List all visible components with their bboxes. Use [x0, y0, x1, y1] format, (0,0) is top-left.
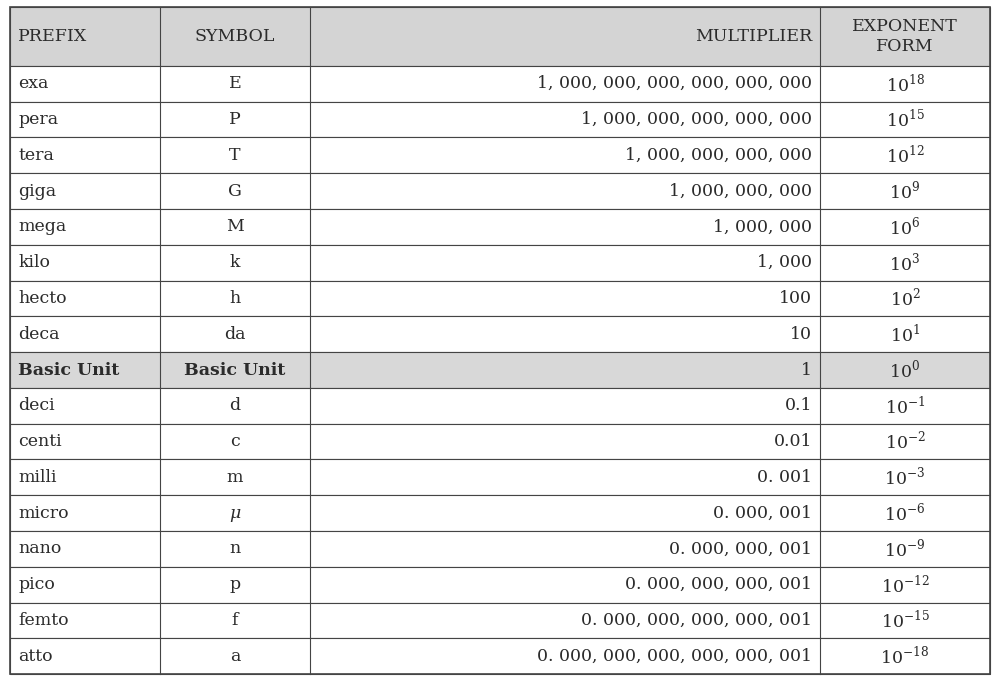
Text: pera: pera — [18, 111, 58, 128]
Text: μ: μ — [229, 505, 241, 522]
Text: EXPONENT
FORM: EXPONENT FORM — [852, 18, 958, 54]
Text: T: T — [229, 147, 241, 164]
Text: k: k — [230, 254, 240, 271]
Text: Basic Unit: Basic Unit — [18, 362, 119, 379]
Bar — [10, 173, 990, 209]
Bar — [10, 638, 990, 674]
Text: kilo: kilo — [18, 254, 50, 271]
Text: E: E — [229, 75, 241, 92]
Text: $\mathregular{10}^{\mathregular{1}}$: $\mathregular{10}^{\mathregular{1}}$ — [890, 323, 920, 345]
Bar — [10, 66, 990, 101]
Text: 100: 100 — [779, 290, 812, 307]
Text: milli: milli — [18, 469, 56, 486]
Text: P: P — [229, 111, 241, 128]
Text: $\mathregular{10}^{\mathregular{-3}}$: $\mathregular{10}^{\mathregular{-3}}$ — [884, 466, 926, 489]
Text: 1, 000, 000, 000, 000, 000, 000: 1, 000, 000, 000, 000, 000, 000 — [537, 75, 812, 92]
Text: n: n — [229, 541, 241, 558]
Text: 1, 000, 000: 1, 000, 000 — [713, 219, 812, 236]
Text: 0. 000, 001: 0. 000, 001 — [713, 505, 812, 522]
Bar — [10, 138, 990, 173]
Text: 0. 001: 0. 001 — [757, 469, 812, 486]
Text: h: h — [229, 290, 241, 307]
Text: G: G — [228, 183, 242, 200]
Text: $\mathregular{10}^{\mathregular{-2}}$: $\mathregular{10}^{\mathregular{-2}}$ — [885, 430, 925, 453]
Bar — [10, 388, 990, 424]
Text: micro: micro — [18, 505, 69, 522]
Bar — [10, 209, 990, 244]
Text: $\mathregular{10}^{\mathregular{2}}$: $\mathregular{10}^{\mathregular{2}}$ — [890, 287, 920, 310]
Text: giga: giga — [18, 183, 56, 200]
Text: 0. 000, 000, 000, 001: 0. 000, 000, 000, 001 — [625, 576, 812, 593]
Bar — [10, 495, 990, 531]
Bar — [10, 244, 990, 281]
Text: 0. 000, 000, 001: 0. 000, 000, 001 — [669, 541, 812, 558]
Text: 0.01: 0.01 — [774, 433, 812, 450]
Text: Basic Unit: Basic Unit — [184, 362, 286, 379]
Text: f: f — [232, 612, 238, 629]
Bar — [10, 352, 990, 388]
Text: $\mathregular{10}^{\mathregular{3}}$: $\mathregular{10}^{\mathregular{3}}$ — [889, 251, 921, 274]
Bar — [10, 281, 990, 317]
Text: nano: nano — [18, 541, 61, 558]
Text: hecto: hecto — [18, 290, 67, 307]
Text: atto: atto — [18, 648, 53, 665]
Text: 1, 000, 000, 000, 000, 000: 1, 000, 000, 000, 000, 000 — [581, 111, 812, 128]
Bar — [10, 531, 990, 567]
Text: $\mathregular{10}^{\mathregular{-15}}$: $\mathregular{10}^{\mathregular{-15}}$ — [881, 609, 929, 631]
Text: $\mathregular{10}^{\mathregular{18}}$: $\mathregular{10}^{\mathregular{18}}$ — [886, 73, 924, 95]
Text: $\mathregular{10}^{\mathregular{-9}}$: $\mathregular{10}^{\mathregular{-9}}$ — [884, 537, 926, 560]
Text: c: c — [230, 433, 240, 450]
Text: $\mathregular{10}^{\mathregular{6}}$: $\mathregular{10}^{\mathregular{6}}$ — [889, 216, 921, 238]
Text: PREFIX: PREFIX — [18, 28, 87, 45]
Text: a: a — [230, 648, 240, 665]
Text: da: da — [224, 326, 246, 343]
Bar — [10, 424, 990, 460]
Bar — [10, 567, 990, 603]
Text: 1: 1 — [801, 362, 812, 379]
Text: 0.1: 0.1 — [784, 397, 812, 414]
Text: 0. 000, 000, 000, 000, 001: 0. 000, 000, 000, 000, 001 — [581, 612, 812, 629]
Text: $\mathregular{10}^{\mathregular{15}}$: $\mathregular{10}^{\mathregular{15}}$ — [886, 108, 924, 131]
Bar — [10, 317, 990, 352]
Text: $\mathregular{10}^{\mathregular{-1}}$: $\mathregular{10}^{\mathregular{-1}}$ — [885, 395, 925, 417]
Text: 1, 000, 000, 000: 1, 000, 000, 000 — [669, 183, 812, 200]
Bar — [10, 460, 990, 495]
Bar — [10, 7, 990, 66]
Text: $\mathregular{10}^{\mathregular{0}}$: $\mathregular{10}^{\mathregular{0}}$ — [889, 359, 921, 381]
Text: tera: tera — [18, 147, 54, 164]
Text: femto: femto — [18, 612, 69, 629]
Text: d: d — [229, 397, 241, 414]
Text: centi: centi — [18, 433, 62, 450]
Text: 1, 000, 000, 000, 000: 1, 000, 000, 000, 000 — [625, 147, 812, 164]
Text: m: m — [227, 469, 243, 486]
Text: 0. 000, 000, 000, 000, 000, 001: 0. 000, 000, 000, 000, 000, 001 — [537, 648, 812, 665]
Text: deca: deca — [18, 326, 60, 343]
Text: $\mathregular{10}^{\mathregular{-12}}$: $\mathregular{10}^{\mathregular{-12}}$ — [881, 574, 929, 596]
Text: 10: 10 — [790, 326, 812, 343]
Text: $\mathregular{10}^{\mathregular{12}}$: $\mathregular{10}^{\mathregular{12}}$ — [886, 144, 924, 166]
Text: p: p — [229, 576, 241, 593]
Bar — [10, 603, 990, 638]
Text: pico: pico — [18, 576, 55, 593]
Text: mega: mega — [18, 219, 66, 236]
Bar — [10, 101, 990, 138]
Text: exa: exa — [18, 75, 48, 92]
Text: MULTIPLIER: MULTIPLIER — [695, 28, 812, 45]
Text: $\mathregular{10}^{\mathregular{-18}}$: $\mathregular{10}^{\mathregular{-18}}$ — [880, 646, 930, 667]
Text: SYMBOL: SYMBOL — [195, 28, 275, 45]
Text: 1, 000: 1, 000 — [757, 254, 812, 271]
Text: M: M — [226, 219, 244, 236]
Text: deci: deci — [18, 397, 55, 414]
Text: $\mathregular{10}^{\mathregular{-6}}$: $\mathregular{10}^{\mathregular{-6}}$ — [884, 502, 926, 524]
Text: $\mathregular{10}^{\mathregular{9}}$: $\mathregular{10}^{\mathregular{9}}$ — [889, 180, 921, 202]
